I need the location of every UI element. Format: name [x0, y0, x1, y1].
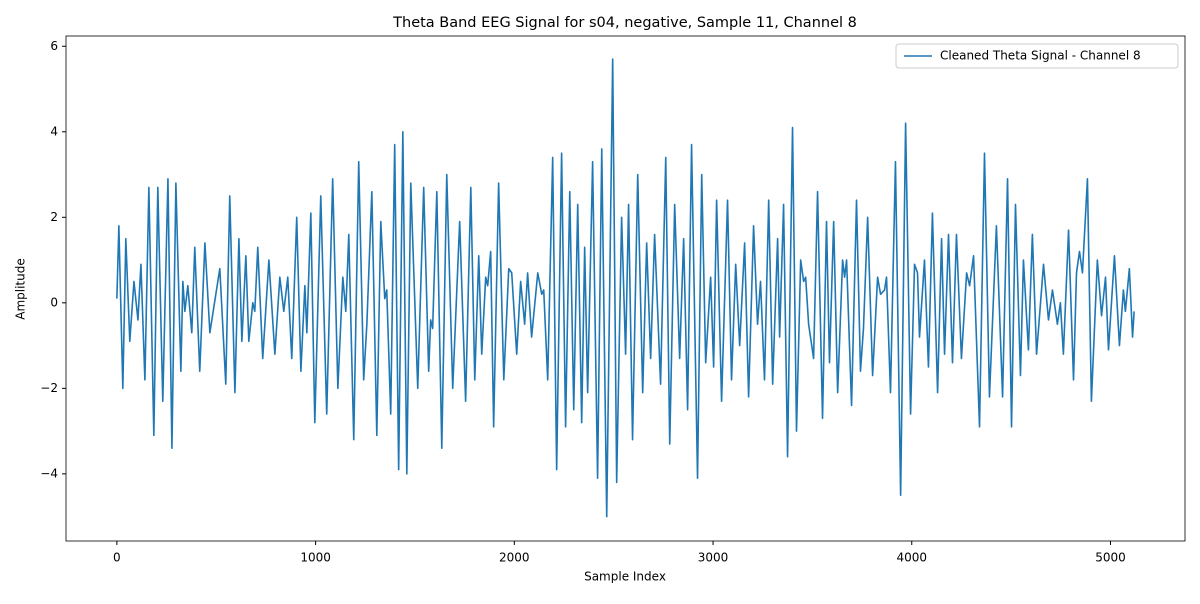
- plot-frame: [65, 35, 1186, 542]
- legend-label: Cleaned Theta Signal - Channel 8: [940, 49, 1141, 63]
- x-axis-label: Sample Index: [584, 570, 666, 584]
- y-tick-label: −2: [40, 381, 58, 395]
- y-tick-label: 4: [50, 124, 58, 138]
- y-tick-label: 6: [50, 39, 58, 53]
- y-tick-label: 0: [50, 295, 58, 309]
- signal-line: [116, 58, 1135, 518]
- y-axis-label: Amplitude: [14, 258, 28, 320]
- chart-title: Theta Band EEG Signal for s04, negative,…: [392, 15, 857, 31]
- x-tick-label: 3000: [698, 551, 729, 565]
- y-tick-label: −4: [40, 466, 58, 480]
- y-tick-label: 2: [50, 210, 58, 224]
- legend-box: [895, 43, 1179, 69]
- x-tick-label: 2000: [499, 551, 530, 565]
- x-tick-label: 5000: [1095, 551, 1126, 565]
- x-tick-label: 4000: [896, 551, 927, 565]
- x-tick-label: 1000: [300, 551, 331, 565]
- x-tick-label: 0: [113, 551, 121, 565]
